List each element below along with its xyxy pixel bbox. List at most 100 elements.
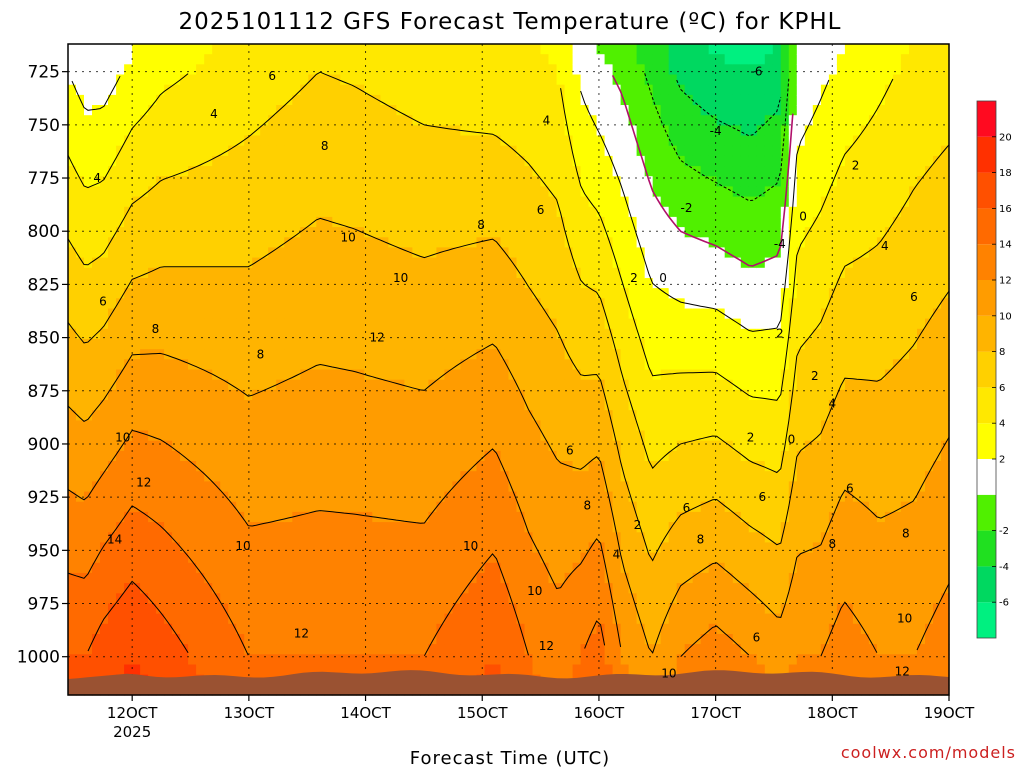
field-cell — [428, 430, 437, 442]
field-cell — [252, 166, 261, 177]
field-cell — [236, 308, 245, 320]
field-cell — [612, 125, 622, 137]
field-cell — [124, 278, 133, 289]
field-cell — [228, 389, 237, 401]
field-cell — [180, 491, 189, 503]
field-cell — [548, 471, 558, 482]
field-cell — [540, 84, 550, 96]
field-cell — [516, 227, 526, 238]
field-cell — [308, 491, 317, 503]
field-cell — [220, 155, 229, 167]
field-cell — [172, 278, 181, 289]
field-cell — [468, 216, 478, 228]
field-cell — [324, 440, 333, 452]
field-cell — [108, 461, 117, 472]
field-cell — [484, 125, 494, 137]
field-cell — [548, 298, 558, 310]
field-cell — [588, 471, 598, 482]
field-cell — [396, 654, 405, 666]
field-cell — [388, 206, 397, 218]
field-cell — [556, 481, 566, 493]
field-cell — [92, 318, 101, 330]
field-cell — [580, 44, 590, 55]
field-cell — [268, 369, 277, 381]
field-cell — [100, 654, 109, 666]
field-cell — [628, 339, 638, 350]
field-cell — [68, 450, 77, 462]
field-cell — [556, 44, 566, 55]
field-cell — [428, 359, 437, 371]
field-cell — [500, 440, 510, 452]
field-cell — [292, 572, 301, 584]
field-cell — [516, 339, 526, 350]
field-cell — [340, 216, 349, 228]
field-cell — [116, 196, 125, 208]
field-cell — [556, 64, 566, 76]
field-cell — [404, 125, 413, 137]
field-cell — [396, 206, 405, 218]
field-cell — [556, 74, 566, 86]
field-cell — [444, 115, 453, 126]
field-cell — [668, 491, 678, 503]
field-cell — [540, 532, 550, 544]
field-cell — [196, 328, 205, 340]
field-cell — [68, 603, 77, 615]
field-cell — [436, 115, 445, 126]
field-cell — [108, 237, 117, 249]
field-cell — [308, 532, 317, 544]
field-cell — [308, 359, 317, 371]
field-cell — [324, 461, 333, 472]
field-cell — [180, 654, 189, 666]
field-cell — [204, 593, 213, 605]
field-cell — [396, 105, 405, 116]
field-cell — [516, 644, 526, 655]
field-cell — [380, 288, 389, 299]
field-cell — [308, 196, 317, 208]
field-cell — [228, 278, 237, 289]
field-cell — [492, 74, 502, 86]
field-cell — [396, 501, 405, 513]
field-cell — [84, 603, 93, 615]
field-cell — [148, 328, 157, 340]
field-cell — [492, 278, 502, 289]
field-cell — [148, 278, 157, 289]
field-cell — [412, 634, 421, 645]
field-cell — [556, 400, 566, 411]
field-cell — [172, 613, 181, 625]
field-cell — [116, 593, 125, 605]
field-cell — [652, 44, 662, 55]
field-cell — [404, 389, 413, 401]
field-cell — [324, 430, 333, 442]
field-cell — [140, 481, 149, 493]
field-cell — [140, 267, 149, 279]
field-cell — [436, 623, 445, 635]
field-cell — [460, 644, 469, 655]
field-cell — [636, 450, 646, 462]
field-cell — [348, 288, 357, 299]
field-cell — [468, 145, 478, 157]
field-cell — [316, 196, 325, 208]
field-cell — [148, 552, 157, 564]
field-cell — [188, 552, 197, 564]
field-cell — [76, 125, 85, 137]
field-cell — [212, 664, 221, 676]
field-cell — [532, 389, 542, 401]
field-cell — [284, 44, 293, 55]
field-cell — [260, 308, 269, 320]
field-cell — [148, 206, 157, 218]
field-cell — [364, 54, 373, 65]
field-cell — [108, 186, 117, 198]
field-cell — [396, 623, 405, 635]
field-cell — [188, 430, 197, 442]
field-cell — [564, 420, 574, 432]
field-cell — [660, 572, 670, 584]
field-cell — [660, 176, 670, 187]
field-cell — [244, 105, 253, 116]
field-cell — [148, 511, 157, 523]
field-cell — [436, 389, 445, 401]
field-cell — [420, 613, 429, 625]
field-cell — [572, 267, 582, 279]
field-cell — [692, 64, 702, 76]
field-cell — [76, 186, 85, 198]
field-cell — [652, 359, 662, 371]
